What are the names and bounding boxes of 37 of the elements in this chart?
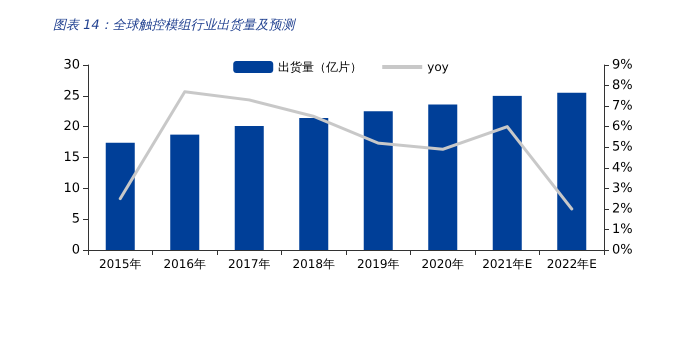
x-tick-label: 2022年E (546, 257, 597, 271)
bar (299, 118, 328, 250)
y2-tick-label: 4% (612, 160, 633, 176)
y2-tick-label: 6% (612, 119, 633, 134)
y-tick-label: 30 (63, 58, 80, 72)
x-tick-label: 2019年 (356, 257, 400, 271)
y2-tick-label: 3% (612, 180, 633, 196)
y2-tick-label: 7% (612, 98, 633, 114)
y2-tick-label: 8% (612, 78, 633, 94)
chart-title: 图表 14：全球触控模组行业出货量及预测 (53, 18, 297, 33)
x-tick-label: 2017年 (228, 257, 271, 271)
bar (364, 111, 393, 250)
y-tick-label: 20 (63, 119, 80, 134)
y-tick-label: 10 (63, 180, 80, 196)
bar (492, 96, 522, 250)
bar (557, 92, 586, 250)
y-tick-label: 5 (72, 212, 80, 227)
y-tick-label: 15 (63, 150, 80, 165)
x-tick-label: 2021年E (482, 257, 532, 271)
y2-tick-label: 5% (612, 140, 633, 155)
x-tick-label: 2018年 (292, 257, 336, 271)
y2-tick-label: 2% (612, 201, 633, 216)
line-series (118, 90, 574, 210)
bar (106, 142, 135, 250)
y-tick-label: 0 (72, 242, 80, 258)
y2-tick-label: 9% (612, 58, 633, 72)
y2-tick-label: 0% (612, 242, 633, 258)
bar (170, 134, 200, 250)
x-tick-label: 2015年 (98, 257, 142, 271)
bar (428, 104, 458, 250)
bar (234, 126, 264, 250)
y2-tick-label: 1% (612, 222, 633, 237)
legend-label: 出货量（亿片） (278, 60, 362, 74)
y-tick-label: 25 (63, 88, 80, 104)
legend-label: yoy (427, 60, 449, 74)
x-tick-label: 2016年 (163, 257, 206, 271)
x-tick-label: 2020年 (421, 257, 464, 271)
